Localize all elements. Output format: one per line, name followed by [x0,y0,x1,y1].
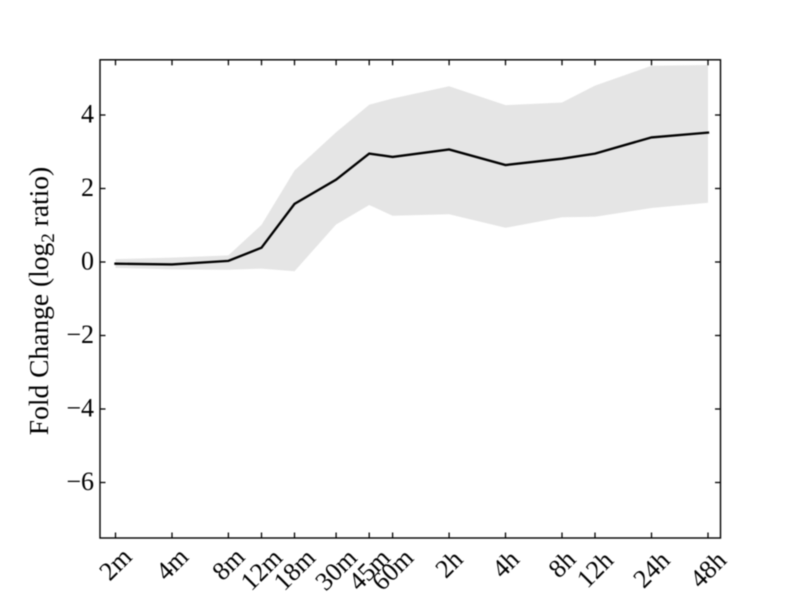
svg-text:4: 4 [81,100,94,129]
svg-text:48h: 48h [684,545,732,593]
svg-text:12h: 12h [571,545,619,593]
svg-text:Fold Change (log2 ratio): Fold Change (log2 ratio) [23,167,59,435]
svg-text:−6: −6 [66,467,94,496]
svg-text:18m: 18m [268,543,321,596]
svg-text:24h: 24h [627,545,675,593]
svg-text:4h: 4h [486,545,525,584]
svg-text:−2: −2 [66,320,94,349]
svg-text:4m: 4m [150,542,194,586]
svg-text:2h: 2h [430,545,469,584]
svg-text:−4: −4 [66,394,94,423]
svg-text:2m: 2m [93,542,137,586]
svg-text:0: 0 [81,247,94,276]
svg-text:2: 2 [81,173,94,202]
